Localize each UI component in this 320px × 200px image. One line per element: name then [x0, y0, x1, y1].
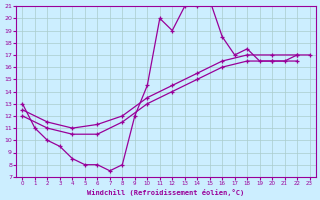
X-axis label: Windchill (Refroidissement éolien,°C): Windchill (Refroidissement éolien,°C)	[87, 189, 245, 196]
